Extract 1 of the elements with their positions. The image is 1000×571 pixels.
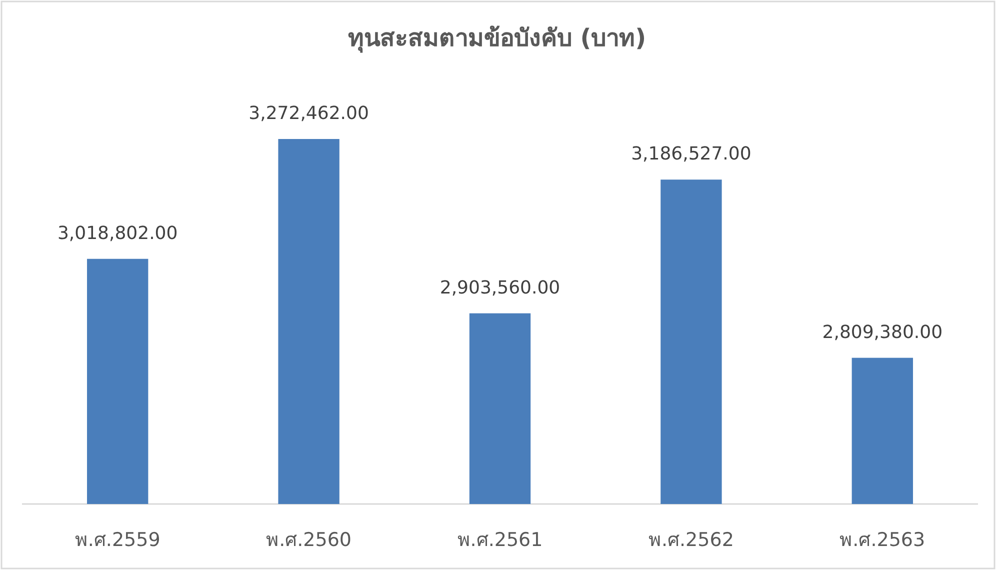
title: ทุนสะสมตามข้อบังคับ (บาท): [348, 24, 646, 52]
